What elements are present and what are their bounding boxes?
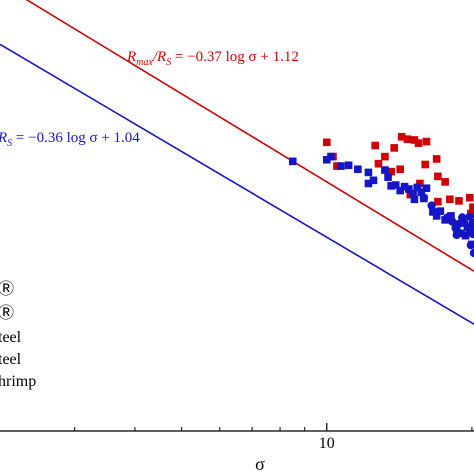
series-2-point-13 — [468, 218, 474, 228]
x-major-ticks: 10 — [319, 423, 335, 452]
series-0-point-13 — [422, 137, 431, 146]
series-0-point-3 — [371, 141, 379, 150]
series-2-point-14 — [468, 229, 474, 239]
series-1-point-13 — [396, 186, 405, 195]
series-1-point-24 — [436, 207, 445, 215]
series-0-point-12 — [414, 139, 423, 147]
fit-line-0 — [25, 0, 474, 272]
series-1-point-1 — [322, 155, 331, 164]
legend-entry-4: teel — [0, 351, 22, 368]
blue-eq-rhs: = −0.36 log σ + 1.04 — [12, 130, 140, 146]
series-0-point-5 — [381, 152, 389, 161]
legend-entry-1: Ⓡ — [0, 280, 14, 298]
red-eq-rhs: = −0.37 log σ + 1.12 — [171, 49, 299, 65]
series-2-point-10 — [465, 212, 474, 221]
series-1-point-5 — [354, 165, 362, 174]
series-0-point-8 — [396, 165, 405, 174]
series-0-point-6 — [387, 167, 395, 176]
red-eq-lhs-numerator-subscript: max — [136, 57, 153, 68]
series-1-point-11 — [387, 182, 395, 190]
series-0-point-7 — [390, 144, 399, 152]
series-1-point-28 — [457, 229, 465, 238]
series-1-point-10 — [384, 173, 392, 181]
series-1-point-16 — [409, 189, 417, 198]
series-0-point-2 — [333, 162, 341, 170]
series-0-point-10 — [403, 135, 412, 143]
series-0-point-18 — [434, 172, 442, 181]
red-fit-equation: Rmax/RS = −0.37 log σ + 1.12 — [126, 49, 299, 68]
series-0-point-4 — [374, 159, 383, 168]
legend-entry-2: Ⓡ — [0, 304, 14, 322]
series-2-point-8 — [452, 230, 461, 240]
series-1-point-23 — [432, 212, 441, 220]
blue-eq-lhs-denominator: R — [0, 130, 7, 146]
x-tick-label-0: 10 — [319, 435, 335, 452]
series-0-point-21 — [446, 195, 454, 204]
series-0-point-11 — [410, 136, 419, 144]
series-2-point-11 — [466, 240, 474, 250]
red-eq-lhs-denominator: /R — [152, 49, 166, 65]
series-1-point-4 — [344, 161, 353, 170]
blue-eq-lhs-denominator-subscript: S — [7, 138, 12, 149]
series-1-point-19 — [417, 188, 426, 196]
series-1-point-0 — [288, 157, 297, 166]
data-points — [288, 133, 474, 258]
legend-entry-5: hrimp — [0, 373, 36, 390]
red-eq-lhs-numerator: R — [126, 49, 136, 65]
series-1-point-22 — [429, 208, 437, 216]
series-0-point-23 — [466, 193, 474, 202]
fit-lines — [0, 0, 474, 325]
series-1-point-12 — [391, 181, 400, 189]
series-1-point-29 — [461, 231, 470, 240]
series-0-point-20 — [434, 197, 442, 206]
blue-fit-equation: RS = −0.36 log σ + 1.04 — [0, 130, 140, 149]
red-eq-lhs-denominator-subscript: S — [166, 57, 171, 68]
series-0-point-0 — [322, 138, 331, 147]
series-1-point-15 — [405, 185, 413, 193]
series-2-point-1 — [427, 201, 436, 210]
series-1-point-8 — [364, 179, 373, 188]
series-1-point-7 — [369, 176, 378, 185]
series-1-point-17 — [410, 195, 419, 204]
series-2-point-3 — [447, 217, 457, 226]
series-0-point-22 — [455, 197, 463, 205]
x-axis: 10 σ — [0, 423, 474, 474]
fit-line-1 — [0, 43, 474, 325]
series-1-point-14 — [400, 182, 409, 191]
x-axis-label: σ — [255, 454, 265, 474]
series-0-point-17 — [432, 155, 441, 163]
x-minor-ticks — [74, 427, 473, 431]
series-2-point-15 — [469, 248, 474, 258]
series-1-point-9 — [381, 166, 389, 174]
series-2-point-0 — [419, 193, 429, 202]
series-1-point-2 — [327, 152, 335, 161]
series-0-point-9 — [397, 133, 406, 141]
series-1-point-18 — [413, 183, 421, 192]
series-1-point-3 — [337, 162, 345, 170]
series-0-point-16 — [421, 160, 429, 169]
series-1-point-6 — [364, 168, 373, 177]
series-0-point-25 — [469, 203, 474, 211]
series-0-point-19 — [441, 178, 449, 186]
series-1-point-21 — [422, 184, 431, 193]
legend-entry-3: teel — [0, 329, 22, 346]
series-0-point-15 — [416, 179, 424, 188]
legend: Ⓡ Ⓡ teel teel hrimp — [0, 280, 36, 390]
